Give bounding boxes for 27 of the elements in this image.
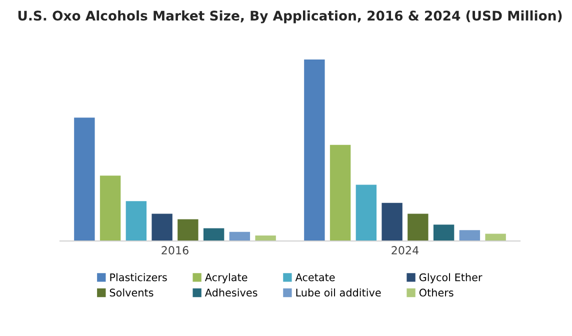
legend-label: Glycol Ether (419, 273, 482, 284)
bar (255, 236, 276, 241)
bar (152, 214, 172, 241)
bar (203, 228, 224, 241)
legend-label: Acetate (295, 273, 335, 282)
x-tick-label: 2016 (162, 246, 188, 254)
bar (74, 118, 95, 241)
bar (382, 202, 402, 241)
bar (433, 224, 454, 241)
bar (178, 219, 198, 241)
bar (485, 234, 506, 241)
bar (459, 230, 480, 241)
legend-label: Lube oil additive (296, 288, 381, 297)
legend-label: Adhesives (204, 288, 258, 297)
bar (304, 60, 325, 241)
bar (356, 184, 377, 241)
bar (229, 232, 250, 241)
legend-label: Others (419, 288, 454, 297)
chart-title: U.S. Oxo Alcohols Market Size, By Application, 2016 & 2024 (USD Million) (18, 10, 562, 24)
legend-label: Acrylate (204, 273, 248, 284)
bar (408, 214, 428, 241)
x-tick-label: 2024 (392, 246, 419, 254)
legend-label: Plasticizers (110, 273, 167, 282)
bar (100, 176, 121, 241)
legend-label: Solvents (110, 288, 154, 297)
bar (126, 201, 147, 241)
bar (330, 144, 351, 241)
